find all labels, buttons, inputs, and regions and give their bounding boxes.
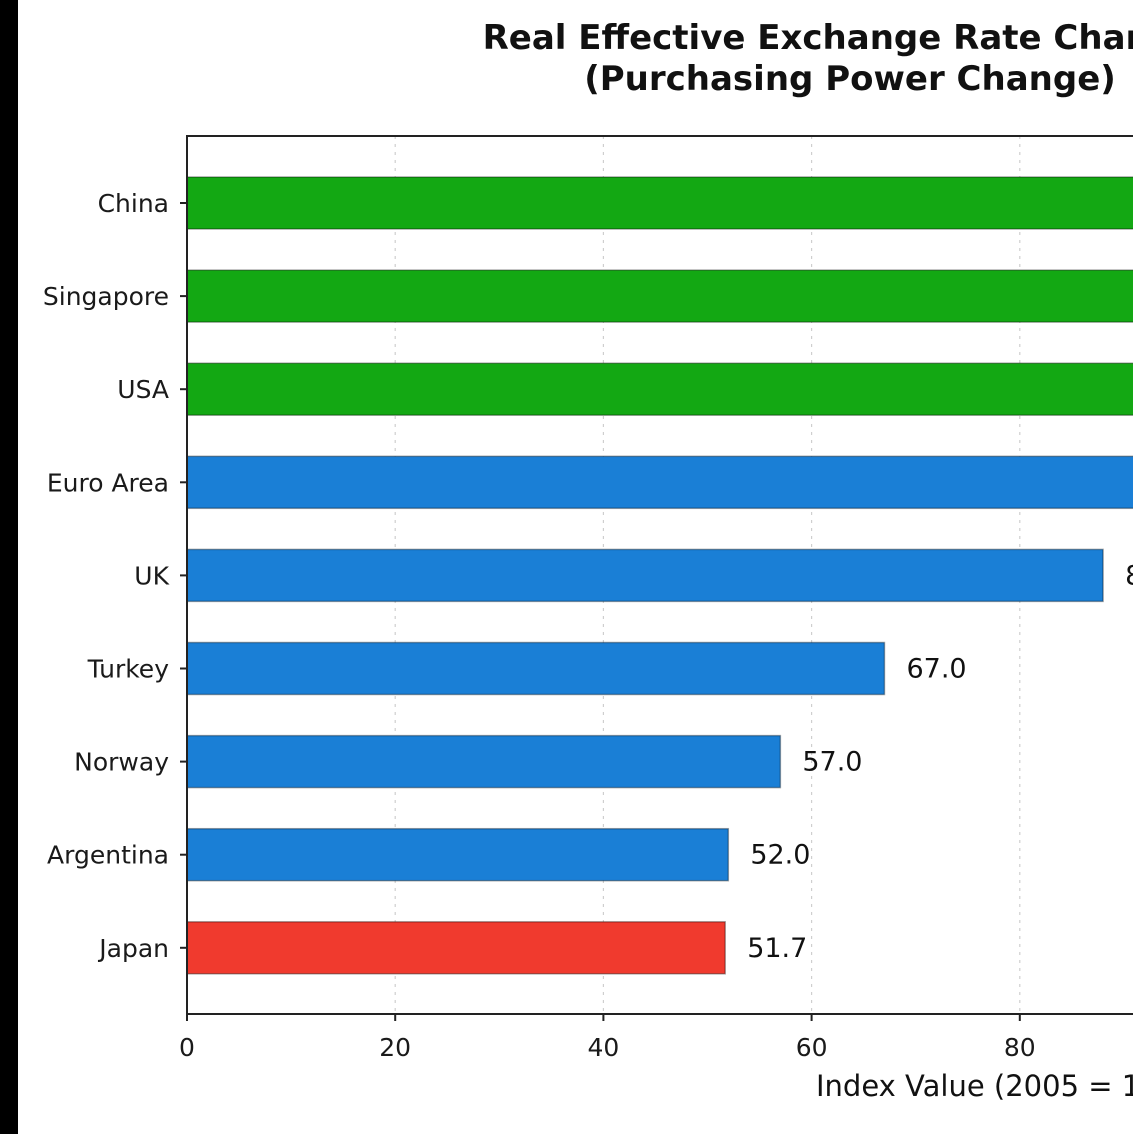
bar — [186, 641, 886, 696]
bar — [186, 176, 1133, 230]
bars — [186, 176, 1133, 975]
chart-title: Real Effective Exchange Rate Changes (Pu… — [470, 18, 1133, 100]
bar-value-label: 67.0 — [906, 654, 966, 685]
bar-value-label: 52.0 — [750, 840, 810, 871]
bar — [186, 362, 1133, 416]
value-labels: 125.0115.0105.095.088.067.057.052.051.7 — [747, 560, 1133, 964]
left-border-strip — [0, 0, 18, 1134]
y-tick-label: Norway — [74, 748, 169, 777]
y-tick-label: UK — [134, 561, 169, 590]
x-axis-label: Index Value (2005 = 100) — [816, 1069, 1133, 1103]
y-tick-label: Singapore — [43, 282, 169, 311]
x-tick-label: 20 — [379, 1033, 411, 1062]
x-tick-label: 80 — [1004, 1033, 1036, 1062]
bar — [186, 269, 1133, 323]
x-tick-label: 0 — [179, 1033, 195, 1062]
chart-title-line-2: (Purchasing Power Change) — [584, 59, 1116, 99]
x-tick-label: 40 — [587, 1033, 619, 1062]
bar — [186, 921, 726, 975]
bar — [186, 827, 730, 882]
chart-title-line-1: Real Effective Exchange Rate Changes — [482, 18, 1133, 58]
y-tick-label: Euro Area — [47, 468, 169, 497]
y-tick-label: China — [98, 189, 169, 218]
x-tick-label: 60 — [796, 1033, 828, 1062]
bar-value-label: 51.7 — [747, 933, 807, 964]
bar-value-label: 57.0 — [802, 747, 862, 778]
y-tick-label: Turkey — [87, 655, 170, 684]
bar — [186, 734, 782, 789]
bar-value-label: 88.0 — [1125, 560, 1133, 591]
y-tick-label: USA — [117, 375, 169, 404]
y-tick-label: Argentina — [47, 841, 169, 870]
y-axis-ticks: China Singapore USA Euro Area UK Turkey Norway… — [43, 189, 187, 963]
y-tick-label: Japan — [97, 934, 169, 963]
x-axis-ticks: 020406080100120 — [179, 1014, 1036, 1062]
bar — [186, 455, 1133, 510]
bar — [186, 548, 1104, 603]
